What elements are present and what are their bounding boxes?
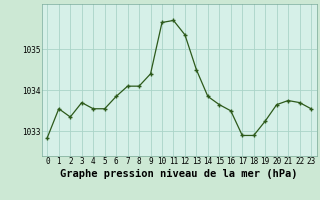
X-axis label: Graphe pression niveau de la mer (hPa): Graphe pression niveau de la mer (hPa) xyxy=(60,169,298,179)
